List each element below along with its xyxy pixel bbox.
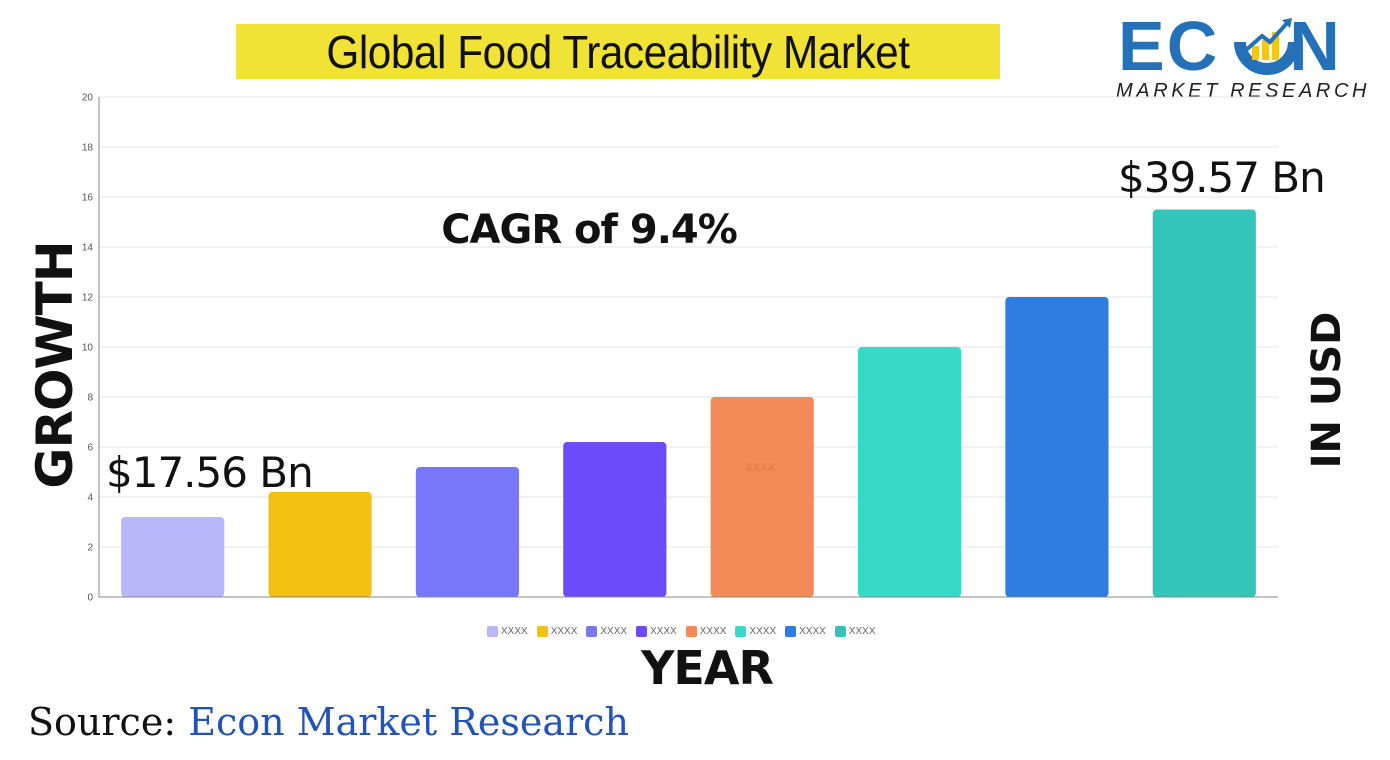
bar — [563, 442, 667, 597]
y-tick-label: 14 — [82, 243, 94, 254]
y-tick-label: 16 — [82, 193, 94, 204]
y-axis-title: GROWTH — [26, 241, 84, 489]
y-tick-label: 8 — [87, 393, 93, 404]
legend-item[interactable]: XXXX — [586, 626, 627, 637]
y-tick-label: 20 — [82, 93, 94, 104]
y-tick-label: 2 — [87, 543, 93, 554]
logo-wordmark: EC N — [1118, 6, 1342, 86]
legend-item[interactable]: XXXX — [834, 626, 876, 637]
legend-swatch — [834, 626, 846, 637]
legend-label: XXXX — [501, 626, 528, 637]
y-tick-label: 4 — [87, 493, 93, 504]
source-line: Source: Econ Market Research — [28, 700, 629, 744]
y-tick-label: 12 — [82, 293, 94, 304]
legend: XXXX XXXX XXXX XXXX XXXX XXXX XXXX XXXX — [487, 626, 876, 637]
y-tick-label: 10 — [82, 343, 94, 354]
source-label: Source: — [28, 700, 177, 744]
legend-swatch — [735, 626, 747, 637]
bar — [121, 517, 225, 597]
legend-label: XXXX — [699, 626, 727, 637]
bar — [1005, 297, 1109, 597]
title-highlight: Global Food Traceability Market — [236, 24, 1000, 79]
chart-title: Global Food Traceability Market — [326, 25, 910, 78]
legend-item[interactable]: XXXX — [735, 626, 776, 637]
legend-item[interactable]: XXXX — [636, 626, 677, 637]
legend-item[interactable]: XXXX — [536, 626, 578, 637]
legend-label: XXXX — [848, 626, 876, 637]
cagr-annotation: CAGR of 9.4% — [441, 207, 738, 253]
legend-swatch — [685, 626, 697, 637]
legend-label: XXXX — [550, 626, 578, 637]
start-value-annotation: $17.56 Bn — [106, 448, 314, 497]
legend-swatch — [586, 626, 598, 637]
legend-swatch — [785, 626, 797, 637]
bar — [710, 397, 814, 597]
y-tick-label: 18 — [82, 143, 94, 154]
logo-word-left: EC — [1118, 7, 1220, 85]
legend-item[interactable]: XXXX — [487, 626, 528, 637]
legend-label: XXXX — [799, 626, 826, 637]
bars: XXXX — [121, 209, 1256, 597]
legend-item[interactable]: XXXX — [685, 626, 727, 637]
source-name: Econ Market Research — [188, 700, 629, 744]
bar — [268, 492, 372, 597]
legend-label: XXXX — [650, 626, 677, 637]
legend-label: XXXX — [749, 626, 777, 637]
y-axis-unit-title: IN USD — [1304, 311, 1350, 469]
bar — [415, 467, 520, 597]
y-tick-label: 6 — [87, 443, 93, 454]
bar-data-label: XXXX — [746, 462, 776, 474]
y-ticks: 0 2 4 6 8 10 12 14 16 18 20 — [82, 93, 94, 604]
x-axis-title: YEAR — [641, 641, 774, 695]
legend-item[interactable]: XXXX — [785, 626, 826, 637]
legend-swatch — [536, 626, 548, 637]
legend-swatch — [636, 626, 648, 637]
logo-growth-icon — [1234, 18, 1300, 75]
bar — [857, 347, 962, 597]
legend-label: XXXX — [600, 626, 628, 637]
y-tick-label: 0 — [87, 593, 93, 604]
end-value-annotation: $39.57 Bn — [1118, 153, 1326, 202]
legend-swatch — [487, 626, 498, 637]
bar — [1152, 209, 1256, 597]
